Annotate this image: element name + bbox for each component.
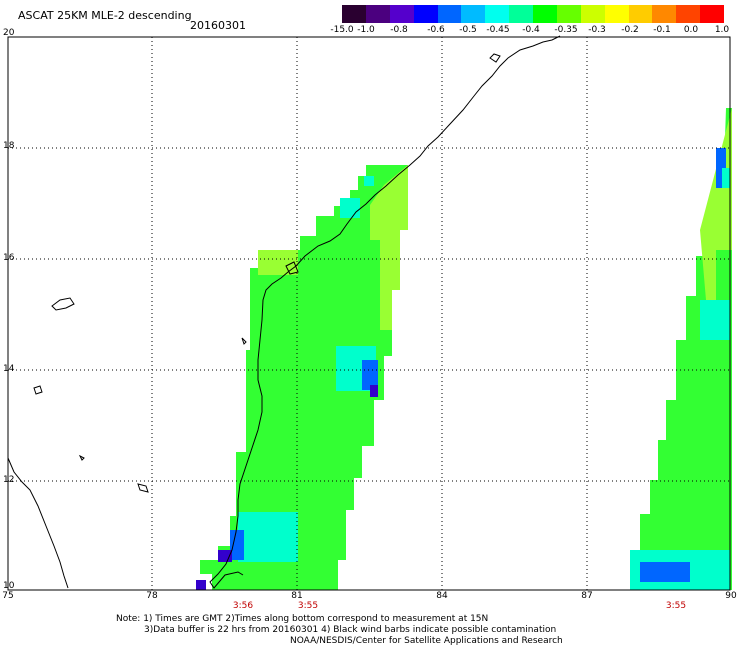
y-label-10: 10	[3, 581, 15, 591]
x-label-75: 75	[2, 591, 14, 601]
coastline	[7, 35, 561, 589]
sri-lanka-coast	[7, 457, 69, 589]
colorbar-swatch	[342, 5, 366, 23]
colorbar-label: -0.2	[621, 25, 639, 35]
colorbar-label: 1.0	[714, 25, 730, 35]
colorbar-label: -0.8	[390, 25, 408, 35]
colorbar-swatch	[556, 5, 581, 23]
map-frame	[7, 36, 731, 591]
colorbar-label: -0.3	[588, 25, 606, 35]
central-swath-coast-cyan	[340, 198, 360, 218]
colorbar-swatch	[652, 5, 677, 23]
note-line-3: NOAA/NESDIS/Center for Satellite Applica…	[290, 636, 563, 646]
colorbar-labels: -15.0 -1.0 -0.8 -0.6 -0.5 -0.45 -0.4 -0.35 -0.3 -…	[330, 25, 730, 39]
colorbar-swatch	[604, 5, 629, 23]
central-swath-corner-purple	[196, 580, 206, 590]
note-line-1: Note: 1) Times are GMT 2)Times along bot…	[116, 614, 489, 624]
central-swath-blue-patch	[362, 360, 378, 390]
x-label-84: 84	[436, 591, 448, 601]
colorbar-swatch	[437, 5, 462, 23]
x-label-90: 90	[725, 591, 737, 601]
x-label-87: 87	[581, 591, 593, 601]
colorbar-swatch	[389, 5, 414, 23]
x-label-78: 78	[146, 591, 158, 601]
colorbar-label: -0.5	[459, 25, 477, 35]
central-swath-ne-cyan	[364, 176, 374, 186]
colorbar-label: -0.4	[522, 25, 540, 35]
colorbar-label: -15.0	[330, 25, 354, 35]
colorbar-swatch	[485, 5, 510, 23]
east-swath-mid-cyan	[700, 300, 730, 340]
central-swath-south-cyan	[238, 512, 298, 562]
map-title: ASCAT 25KM MLE-2 descending	[18, 9, 192, 22]
colorbar-label: -1.0	[357, 25, 375, 35]
colorbar-swatch	[700, 5, 724, 23]
central-swath-south-blue	[230, 530, 244, 560]
y-label-14: 14	[3, 364, 15, 374]
time-label-3: 3:55	[665, 601, 687, 611]
time-label-2: 3:55	[297, 601, 319, 611]
island-mangrove	[285, 261, 299, 275]
east-swath-south-blue	[640, 562, 690, 582]
east-swath-north-cyan	[722, 168, 730, 188]
island-small-4	[137, 483, 149, 493]
colorbar-swatch	[413, 5, 438, 23]
x-label-81: 81	[291, 591, 303, 601]
colorbar-swatch	[580, 5, 605, 23]
central-swath	[200, 165, 408, 590]
note-line-2: 3)Data buffer is 22 hrs from 20160301 4)…	[144, 625, 557, 635]
colorbar-label: -0.1	[653, 25, 671, 35]
island-small-3	[78, 454, 85, 461]
colorbar-label: -0.45	[486, 25, 510, 35]
island-small-1	[241, 337, 247, 345]
y-label-12: 12	[3, 475, 15, 485]
y-label-18: 18	[3, 141, 15, 151]
central-swath-yellowgreen	[370, 165, 408, 330]
central-swath-purple-patch	[370, 385, 378, 397]
colorbar-swatch	[676, 5, 701, 23]
colorbar-swatch	[365, 5, 390, 23]
island-north	[489, 53, 501, 63]
colorbar-swatch	[509, 5, 533, 23]
island-sri-lanka-west	[51, 297, 75, 311]
island-small-2	[33, 385, 43, 395]
map-date: 20160301	[190, 19, 246, 32]
colorbar-swatch	[533, 5, 557, 23]
central-swath-north-patch	[258, 250, 298, 275]
colorbar-label: -0.35	[554, 25, 578, 35]
colorbar-label: 0.0	[683, 25, 699, 35]
colorbar-label: -0.6	[427, 25, 445, 35]
scatterometer-swaths	[196, 108, 732, 590]
east-swath-north-blue	[716, 148, 726, 188]
time-label-1: 3:56	[232, 601, 254, 611]
colorbar-swatch	[461, 5, 486, 23]
colorbar-swatch	[628, 5, 653, 23]
y-label-16: 16	[3, 253, 15, 263]
colorbar	[342, 5, 724, 23]
lat-lon-grid	[8, 37, 730, 590]
y-label-20: 20	[3, 28, 15, 38]
